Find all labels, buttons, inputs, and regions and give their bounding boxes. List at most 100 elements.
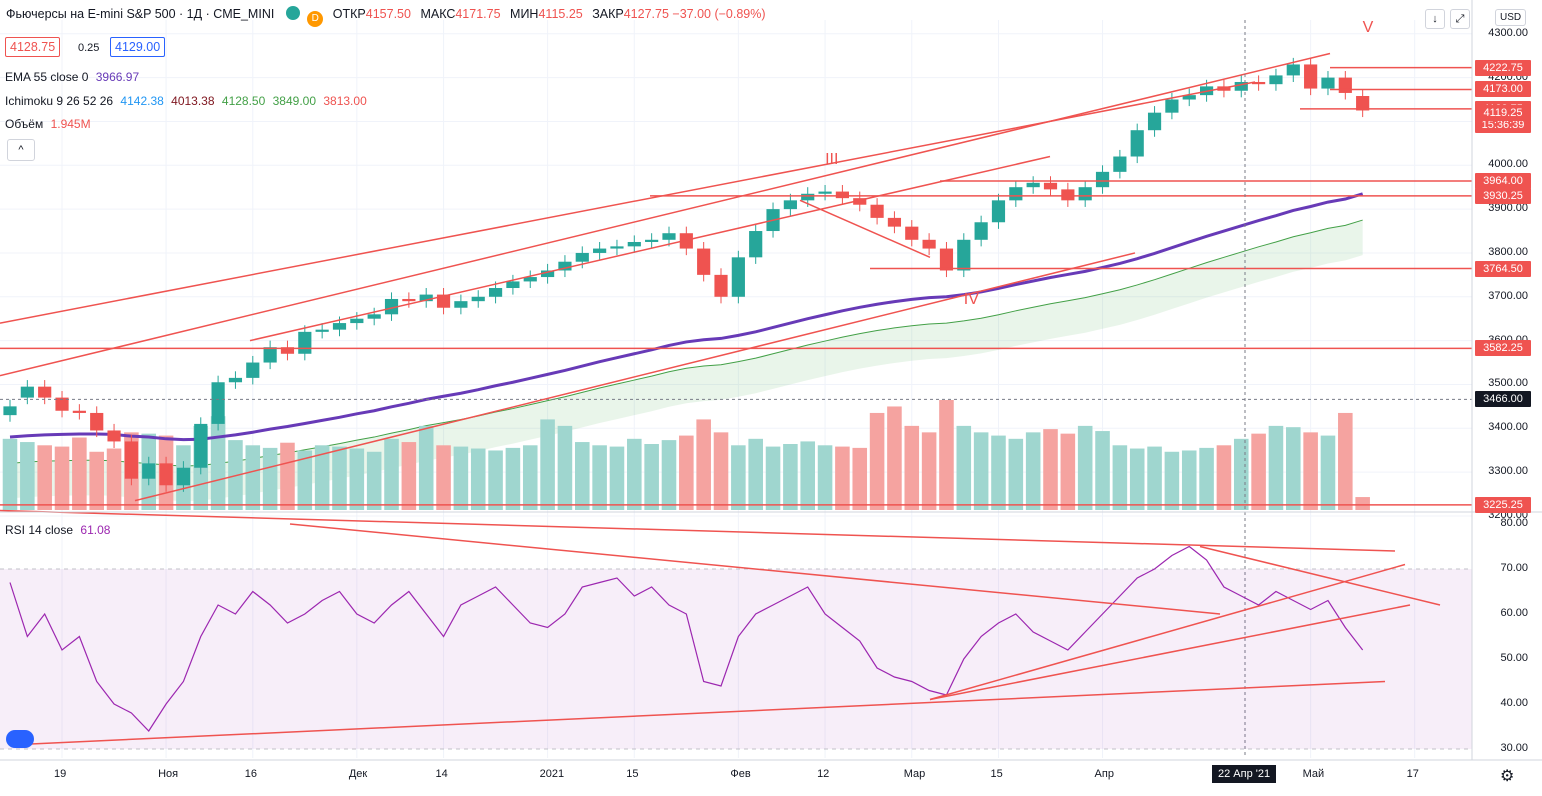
- collapse-legend-button[interactable]: ^: [7, 139, 35, 161]
- trendlines: [0, 20, 1472, 758]
- volume-bar: [401, 442, 417, 510]
- time-tick-label: 2021: [539, 768, 565, 780]
- symbol-header: Фьючерсы на E-mini S&P 500 · 1Д · CME_MI…: [6, 6, 766, 27]
- elliott-wave-label: III: [825, 150, 839, 168]
- candle-body: [835, 191, 849, 199]
- volume-bar: [869, 412, 885, 510]
- rsi-tick-label: 60.00: [1500, 607, 1528, 619]
- price-level-tag: 3764.50: [1475, 260, 1531, 277]
- candle-body: [974, 222, 988, 240]
- candle-body: [436, 294, 451, 308]
- ichimoku-legend[interactable]: Ichimoku 9 26 52 26 4142.38 4013.38 4128…: [5, 94, 367, 108]
- volume-bar: [1112, 445, 1128, 510]
- volume-legend[interactable]: Объём 1.945M: [5, 117, 91, 131]
- volume-bars: [2, 400, 1370, 510]
- price-level-tag: 4222.75: [1475, 59, 1531, 76]
- volume-bar: [540, 419, 555, 510]
- delayed-badge: D: [307, 11, 324, 27]
- volume-bar: [1025, 432, 1041, 510]
- candle-body: [939, 248, 954, 271]
- rsi-value: 61.08: [80, 523, 111, 537]
- candle-body: [887, 217, 902, 227]
- candle-body: [246, 362, 260, 378]
- rsi-tick-label: 50.00: [1500, 652, 1528, 664]
- rsi-legend[interactable]: RSI 14 close 61.08: [5, 523, 110, 537]
- volume-bar: [574, 442, 590, 510]
- high-value: 4171.75: [455, 7, 501, 21]
- price-tick-label: 3300.00: [1488, 465, 1528, 478]
- open-label: ОТКР: [332, 7, 366, 21]
- currency-button[interactable]: USD: [1495, 9, 1527, 26]
- time-tick-label: Апр: [1094, 768, 1114, 780]
- candle-body: [228, 377, 243, 383]
- volume-bar: [627, 438, 642, 510]
- candle-body: [124, 441, 138, 479]
- candle-body: [298, 331, 312, 354]
- price-tick-label: 4300.00: [1488, 26, 1528, 39]
- ichimoku-v3: 4128.50: [221, 94, 266, 108]
- volume-bar: [37, 445, 52, 510]
- candle-body: [488, 288, 503, 297]
- price-tick-label: 4000.00: [1488, 158, 1528, 171]
- rsi-trendline: [19, 680, 1386, 746]
- volume-bar: [973, 432, 989, 510]
- elliott-wave-label: V: [1362, 19, 1374, 37]
- symbol-title[interactable]: Фьючерсы на E-mini S&P 500 · 1Д · CME_MI…: [6, 7, 275, 21]
- volume-bar: [332, 446, 347, 510]
- down-arrow-icon[interactable]: ↓: [1425, 9, 1445, 29]
- volume-bar: [505, 447, 521, 510]
- tradingview-logo-icon[interactable]: [6, 730, 34, 748]
- grid: [0, 20, 1472, 758]
- candle-body: [350, 318, 364, 324]
- candle-body: [1286, 64, 1300, 76]
- volume-bar: [1251, 433, 1266, 510]
- time-tick-label: Дек: [348, 768, 368, 780]
- candle-body: [610, 246, 624, 249]
- price-tick-label: 3700.00: [1488, 289, 1528, 302]
- volume-bar: [314, 445, 330, 510]
- volume-bar: [418, 425, 434, 510]
- buy-price-button[interactable]: 4129.00: [110, 37, 166, 57]
- sell-price-button[interactable]: 4128.75: [5, 37, 61, 57]
- price-tick-label: 3800.00: [1488, 245, 1528, 258]
- volume-bar: [852, 447, 868, 510]
- candle-body: [870, 204, 884, 218]
- candle-body: [783, 200, 797, 210]
- candle-body: [1165, 99, 1179, 113]
- gear-icon[interactable]: ⚙: [1500, 768, 1515, 785]
- candle-body: [1356, 96, 1370, 111]
- volume-bar: [366, 451, 382, 510]
- time-tick-label: 15: [626, 768, 639, 780]
- trendline: [249, 155, 1051, 342]
- trendline: [799, 199, 931, 259]
- rsi-label: RSI 14 close: [5, 523, 74, 537]
- expand-icon[interactable]: ⤢: [1450, 9, 1470, 29]
- volume-bar: [54, 446, 70, 510]
- volume-bar: [661, 440, 677, 510]
- volume-bar: [1320, 435, 1336, 510]
- volume-bar: [609, 446, 625, 510]
- price-level-tag: 3582.25: [1475, 340, 1531, 357]
- candle-body: [1182, 95, 1196, 100]
- volume-bar: [297, 450, 313, 510]
- rsi-pane: [0, 509, 1472, 750]
- candle-body: [1147, 112, 1162, 131]
- ema-value: 3966.97: [95, 70, 140, 84]
- price-level-tag: 4173.00: [1475, 81, 1531, 98]
- ema-legend[interactable]: EMA 55 close 0 3966.97: [5, 70, 139, 84]
- candle-body: [194, 423, 208, 468]
- candle-body: [541, 270, 555, 278]
- candle-body: [332, 323, 347, 330]
- rsi-tick-label: 70.00: [1500, 562, 1528, 574]
- volume-bar: [1008, 438, 1024, 510]
- volume-bar: [1181, 450, 1197, 510]
- candle-body: [280, 347, 295, 354]
- elliott-wave-label: IV: [963, 291, 979, 309]
- high-label: МАКС: [420, 7, 456, 21]
- rsi-trendline: [1199, 545, 1441, 606]
- price-level-tag: 3225.25: [1475, 496, 1531, 513]
- candles: [3, 57, 1370, 492]
- time-tick-label: 15: [990, 768, 1003, 780]
- candle-body: [697, 248, 711, 275]
